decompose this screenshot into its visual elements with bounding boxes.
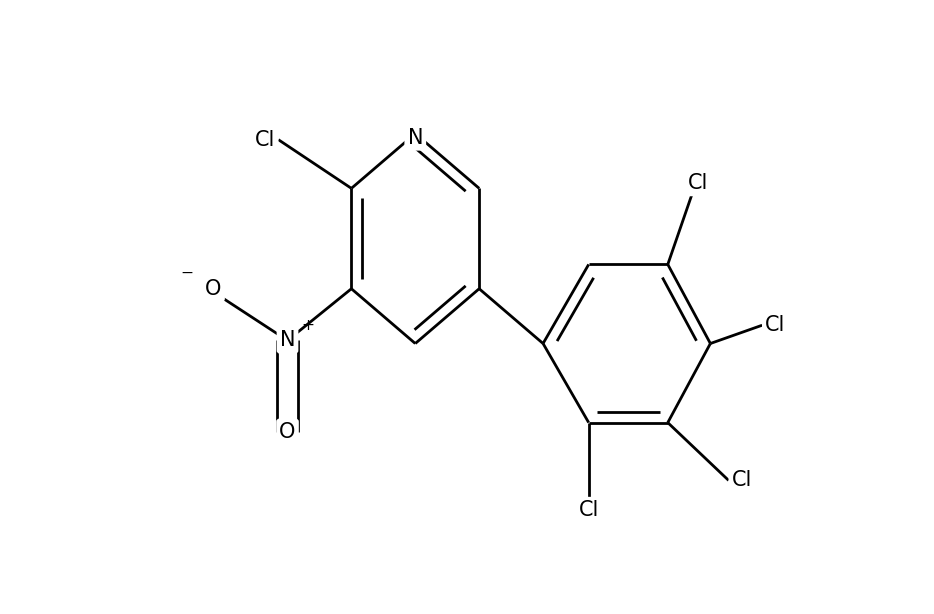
Text: N: N	[280, 330, 295, 351]
Text: −: −	[180, 266, 193, 281]
Text: +: +	[301, 318, 314, 333]
Text: Cl: Cl	[578, 500, 599, 520]
Text: Cl: Cl	[688, 173, 708, 193]
Text: Cl: Cl	[731, 470, 752, 491]
Text: O: O	[205, 279, 221, 299]
Text: Cl: Cl	[765, 315, 785, 335]
Text: O: O	[279, 422, 296, 441]
Text: Cl: Cl	[255, 130, 276, 150]
Text: N: N	[407, 128, 423, 147]
